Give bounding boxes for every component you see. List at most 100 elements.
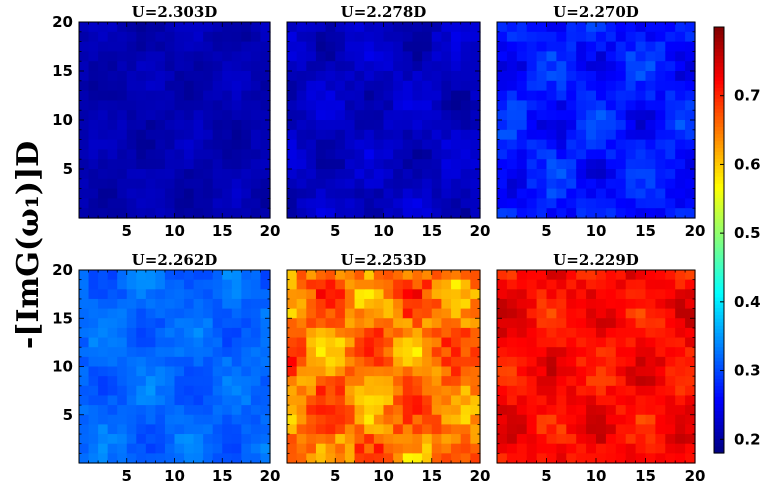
x-tick-label: 10 [164,467,185,485]
heatmap-cell [546,308,557,319]
heatmap-cell [145,188,156,199]
colorbar-segment [714,335,724,340]
heatmap-cell [364,169,375,180]
heatmap-cell [107,318,118,329]
heatmap-cell [546,414,557,425]
heatmap-cell [250,385,262,397]
heatmap-cell [335,61,346,72]
heatmap-cell [506,169,518,180]
colorbar-segment [714,41,724,46]
heatmap-cell [422,178,433,190]
heatmap-cell [354,71,365,82]
heatmap-cell [193,453,204,464]
heatmap-cell [566,100,577,111]
heatmap-cell [212,149,223,160]
heatmap-cell [354,298,365,310]
heatmap-cell [364,395,375,406]
heatmap-cell [451,129,462,141]
heatmap-cell [287,198,298,209]
heatmap-cell [364,385,375,397]
heatmap-cell [655,405,666,416]
heatmap-cell [625,159,637,170]
heatmap-cell [98,395,109,406]
heatmap-cell [193,90,204,101]
heatmap-cell [79,71,90,82]
heatmap-cell [645,100,656,111]
heatmap-cell [422,453,433,464]
heatmap-cell [402,327,414,339]
heatmap-cell [506,90,518,101]
heatmap-cell [431,453,442,464]
heatmap-cell [556,100,567,111]
heatmap-cell [344,376,356,387]
heatmap-cell [605,298,617,310]
heatmap-cell [586,434,597,445]
heatmap-cell [306,289,317,300]
heatmap-cell [335,100,346,111]
heatmap-cell [145,178,156,190]
heatmap-cell [526,337,538,348]
heatmap-cell [126,110,137,121]
heatmap-cell [536,178,548,190]
heatmap-cell [212,159,223,170]
heatmap-cell [79,443,90,454]
heatmap-cell [306,129,317,141]
heatmap-cell [665,110,676,121]
heatmap-cell [203,139,214,150]
heatmap-cell [576,129,587,141]
heatmap-cell [126,318,137,329]
heatmap-cell [412,405,423,416]
heatmap-cell [241,188,252,199]
heatmap-cell [675,434,686,445]
heatmap-cell [546,395,557,406]
heatmap-cell [506,208,518,219]
heatmap-cell [556,337,567,348]
colorbar-segment [714,176,724,181]
heatmap-cell [383,414,394,425]
heatmap-cell [287,90,298,101]
heatmap-cell [296,159,307,170]
heatmap-cell [364,149,375,160]
heatmap-cell [566,71,577,82]
heatmap-cell [635,100,647,111]
heatmap-cell [117,139,128,150]
heatmap-cell [431,41,442,52]
heatmap-cell [645,149,656,160]
heatmap-cell [184,22,195,33]
heatmap-cell [315,90,327,101]
heatmap-cell [516,188,528,199]
heatmap-cell [155,356,166,368]
x-tick-label: 20 [260,467,281,485]
heatmap-cell [422,279,433,290]
heatmap-cell [536,308,548,319]
heatmap-cell [296,188,307,199]
heatmap-cell [306,298,317,310]
heatmap-cell [402,110,414,121]
heatmap-cell [107,80,118,92]
heatmap-cell [402,434,414,445]
heatmap-cell [675,90,686,101]
heatmap-cell [241,395,252,406]
heatmap-cell [470,270,481,281]
heatmap-cell [145,405,156,416]
heatmap-cell [441,366,452,377]
heatmap-cell [645,169,656,180]
heatmap-cell [79,366,90,377]
heatmap-cell [231,443,242,454]
heatmap-cell [296,366,307,377]
heatmap-cell [546,434,557,445]
heatmap-cell [470,120,481,131]
heatmap-cell [354,443,365,454]
heatmap-cell [586,110,597,121]
heatmap-cell [222,139,233,150]
heatmap-cell [354,198,365,209]
heatmap-cell [441,41,452,52]
heatmap-cell [88,100,99,111]
heatmap-cell [586,22,597,33]
heatmap-cell [431,405,442,416]
heatmap-cell [117,366,128,377]
heatmap-cell [685,41,696,52]
heatmap-cell [250,318,262,329]
heatmap-cell [431,385,442,397]
heatmap-cell [605,443,617,454]
